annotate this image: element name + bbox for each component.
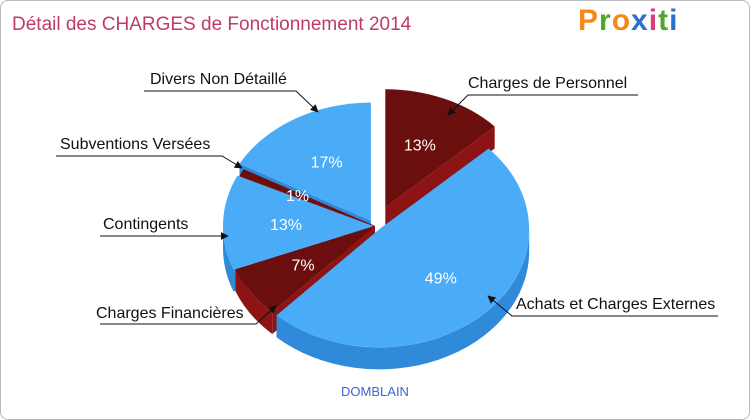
- pie-slice: [276, 148, 530, 348]
- pie-percent-labels: 13% 49% 7% 13% 1%17%: [270, 137, 457, 287]
- slice-percent-label: 17%: [311, 155, 343, 172]
- leader-line: [56, 155, 243, 169]
- pie-slice: [222, 175, 374, 270]
- slice-percent-label: 1%: [286, 188, 309, 205]
- pie-side: [223, 226, 234, 292]
- pie-side: [276, 229, 530, 370]
- pie-category-labels: Charges de Personnel Achats et Charges Ex…: [60, 71, 715, 322]
- pie-leader-lines: [56, 90, 718, 325]
- slice-percent-label: 13%: [270, 217, 302, 234]
- logo-letter: o: [611, 4, 632, 37]
- pie-slice: [239, 102, 371, 221]
- logo-letter: i: [669, 4, 679, 37]
- pie-slice: [385, 89, 495, 208]
- chart-title: Détail des CHARGES de Fonctionnement 201…: [12, 14, 412, 35]
- commune-name: DOMBLAIN: [341, 384, 409, 399]
- slice-percent-label: 7%: [291, 258, 314, 275]
- slice-category-label: Charges Financières: [96, 305, 244, 322]
- slice-percent-label: 13%: [404, 137, 436, 154]
- slice-category-label: Subventions Versées: [60, 136, 210, 153]
- leader-line: [447, 94, 638, 116]
- pie-slice: [235, 226, 375, 312]
- logo-letter: x: [631, 4, 649, 37]
- pie-slice: [239, 169, 375, 226]
- logo-letter: t: [658, 4, 670, 37]
- slice-category-label: Divers Non Détaillé: [150, 71, 287, 88]
- pie-wall: [385, 126, 495, 230]
- proxiti-logo: Proxiti: [578, 4, 678, 38]
- logo-letter: P: [578, 4, 600, 37]
- logo-letter: i: [648, 4, 659, 37]
- leader-line: [144, 90, 319, 113]
- leader-line: [100, 305, 277, 325]
- slice-category-label: Contingents: [103, 216, 188, 233]
- logo-letter: r: [599, 4, 612, 37]
- pie-tops: [222, 89, 530, 348]
- slice-category-label: Charges de Personnel: [468, 75, 627, 92]
- slice-category-label: Achats et Charges Externes: [516, 296, 715, 313]
- slice-percent-label: 49%: [425, 271, 457, 288]
- leader-line: [487, 295, 718, 317]
